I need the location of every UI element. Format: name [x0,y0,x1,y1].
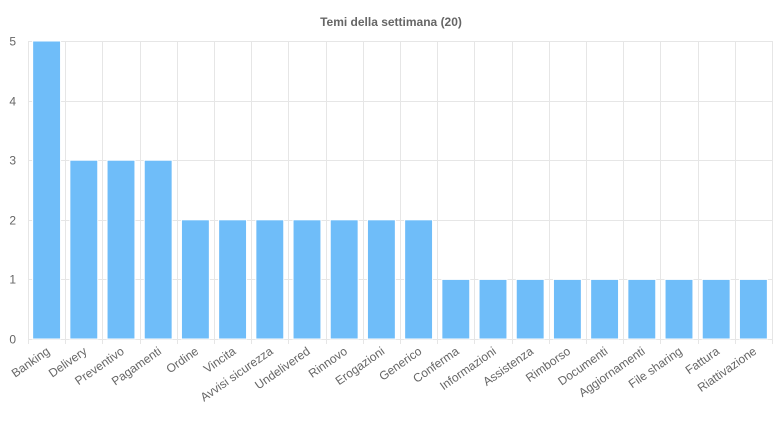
bar [590,278,620,340]
y-tick-label: 5 [9,35,16,49]
y-tick-label: 1 [9,273,16,287]
x-tick-label: Banking [9,344,53,380]
bar [69,159,99,340]
x-tick-label: Ordine [164,344,202,376]
bar [32,40,62,340]
bar [255,219,285,340]
y-tick-label: 3 [9,154,16,168]
y-tick-label: 4 [9,95,16,109]
y-tick-label: 0 [9,333,16,347]
bar [106,159,136,340]
bar [664,278,694,340]
bar [218,219,248,340]
bar [441,278,471,340]
bar [366,219,396,340]
bar [292,219,322,340]
bar [627,278,657,340]
bar [404,219,434,340]
bar [478,278,508,340]
bar [143,159,173,340]
bar [180,219,210,340]
bar [701,278,731,340]
bar [552,278,582,340]
y-tick-label: 2 [9,214,16,228]
bar [515,278,545,340]
chart-title: Temi della settimana (20) [320,15,462,29]
bar [329,219,359,340]
bar [738,278,768,340]
